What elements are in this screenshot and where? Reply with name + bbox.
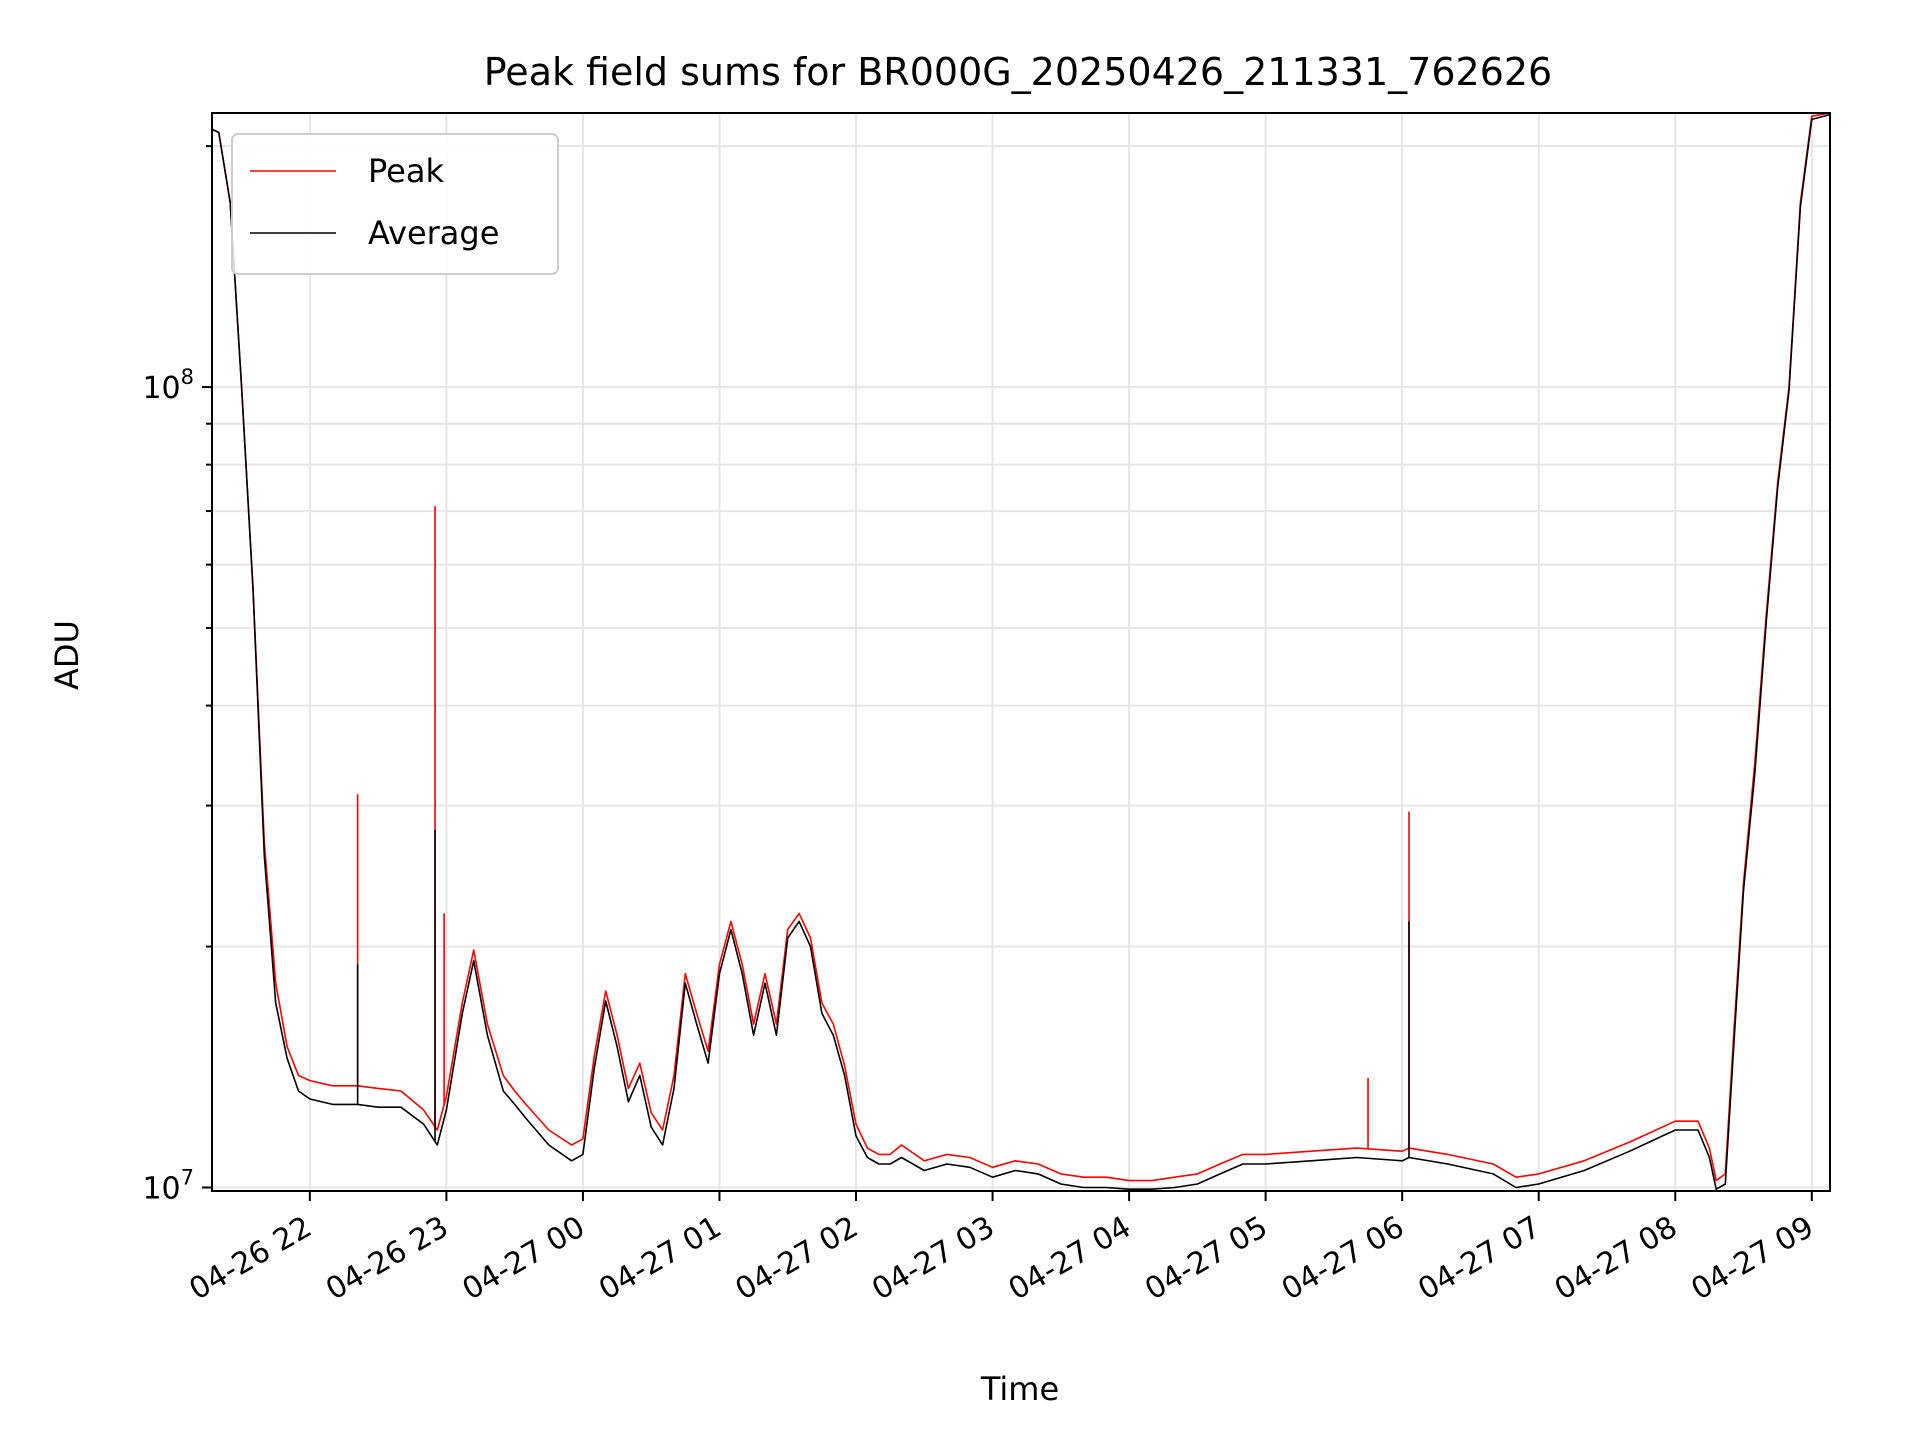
legend-box	[231, 133, 559, 275]
plot-frame	[211, 112, 1831, 1192]
legend: Peak Average	[231, 133, 559, 275]
legend-label-peak: Peak	[368, 152, 444, 190]
x-axis-label: Time	[980, 1370, 1059, 1408]
y-axis: 107 108	[142, 145, 212, 1207]
chart-title: Peak field sums for BR000G_20250426_2113…	[484, 50, 1552, 94]
legend-label-average: Average	[368, 214, 499, 252]
y-tick-label: 108	[142, 365, 194, 406]
y-tick-label: 107	[142, 1166, 194, 1207]
series-layer	[211, 112, 1831, 1190]
series-line-average	[211, 113, 1831, 1190]
grid	[212, 113, 1830, 1191]
y-axis-label: ADU	[48, 620, 86, 690]
series-line-peak	[211, 112, 1831, 1182]
